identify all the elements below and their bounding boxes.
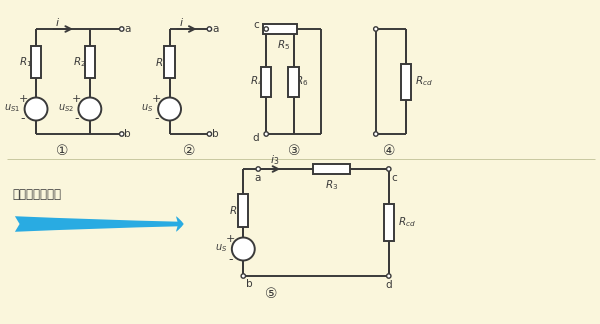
Text: +: + <box>226 234 235 244</box>
Text: ④: ④ <box>383 144 395 158</box>
Circle shape <box>241 274 245 278</box>
Text: ⑤: ⑤ <box>265 287 277 301</box>
Text: a: a <box>125 24 131 34</box>
FancyBboxPatch shape <box>383 204 394 240</box>
Text: $R_1$: $R_1$ <box>19 55 32 69</box>
Text: +: + <box>152 94 161 104</box>
Circle shape <box>374 27 378 31</box>
Text: $R_6$: $R_6$ <box>295 75 308 88</box>
Text: $u_S$: $u_S$ <box>215 242 227 254</box>
FancyBboxPatch shape <box>263 24 297 34</box>
FancyBboxPatch shape <box>261 66 271 97</box>
Text: $R_{cd}$: $R_{cd}$ <box>398 215 416 229</box>
FancyBboxPatch shape <box>401 64 411 99</box>
Text: a: a <box>212 24 218 34</box>
Text: -: - <box>154 112 159 125</box>
Text: ②: ② <box>183 144 196 158</box>
Circle shape <box>232 237 255 260</box>
Circle shape <box>207 132 212 136</box>
Text: ①: ① <box>56 144 68 158</box>
FancyBboxPatch shape <box>164 46 175 78</box>
Circle shape <box>386 274 391 278</box>
Text: $i$: $i$ <box>179 16 184 28</box>
Text: b: b <box>246 279 253 289</box>
Circle shape <box>79 98 101 121</box>
Text: +: + <box>72 94 82 104</box>
Circle shape <box>158 98 181 121</box>
Circle shape <box>386 167 391 171</box>
Text: b: b <box>212 129 219 139</box>
FancyBboxPatch shape <box>238 194 248 226</box>
Circle shape <box>256 167 260 171</box>
Text: $R_5$: $R_5$ <box>277 38 290 52</box>
Text: $R_{cd}$: $R_{cd}$ <box>415 75 433 88</box>
Text: ③: ③ <box>288 144 301 158</box>
Text: c: c <box>392 173 398 183</box>
FancyBboxPatch shape <box>289 66 299 97</box>
Text: $u_{S1}$: $u_{S1}$ <box>4 102 20 114</box>
Text: $R_3$: $R_3$ <box>325 178 338 192</box>
Text: $i_3$: $i_3$ <box>269 153 279 167</box>
Text: -: - <box>74 112 79 125</box>
Text: 戴维南等效电路: 戴维南等效电路 <box>12 188 61 201</box>
Text: -: - <box>228 253 233 266</box>
FancyBboxPatch shape <box>31 46 41 78</box>
Text: $u_S$: $u_S$ <box>142 102 154 114</box>
Circle shape <box>207 27 212 31</box>
Text: $R_4$: $R_4$ <box>250 75 263 88</box>
Text: $i$: $i$ <box>55 16 61 28</box>
Circle shape <box>374 132 378 136</box>
Text: $u_{S2}$: $u_{S2}$ <box>58 102 74 114</box>
Text: d: d <box>253 133 259 143</box>
Text: c: c <box>253 20 259 30</box>
Circle shape <box>119 132 124 136</box>
Text: a: a <box>254 173 260 183</box>
Text: $R$: $R$ <box>155 56 164 68</box>
FancyBboxPatch shape <box>313 164 350 174</box>
Text: -: - <box>21 112 25 125</box>
Circle shape <box>25 98 47 121</box>
Text: $R_2$: $R_2$ <box>73 55 86 69</box>
Circle shape <box>264 132 268 136</box>
Circle shape <box>119 27 124 31</box>
Text: +: + <box>19 94 28 104</box>
Circle shape <box>264 27 268 31</box>
Text: b: b <box>124 129 131 139</box>
Text: d: d <box>385 280 392 290</box>
Text: $R$: $R$ <box>229 204 238 216</box>
FancyBboxPatch shape <box>85 46 95 78</box>
